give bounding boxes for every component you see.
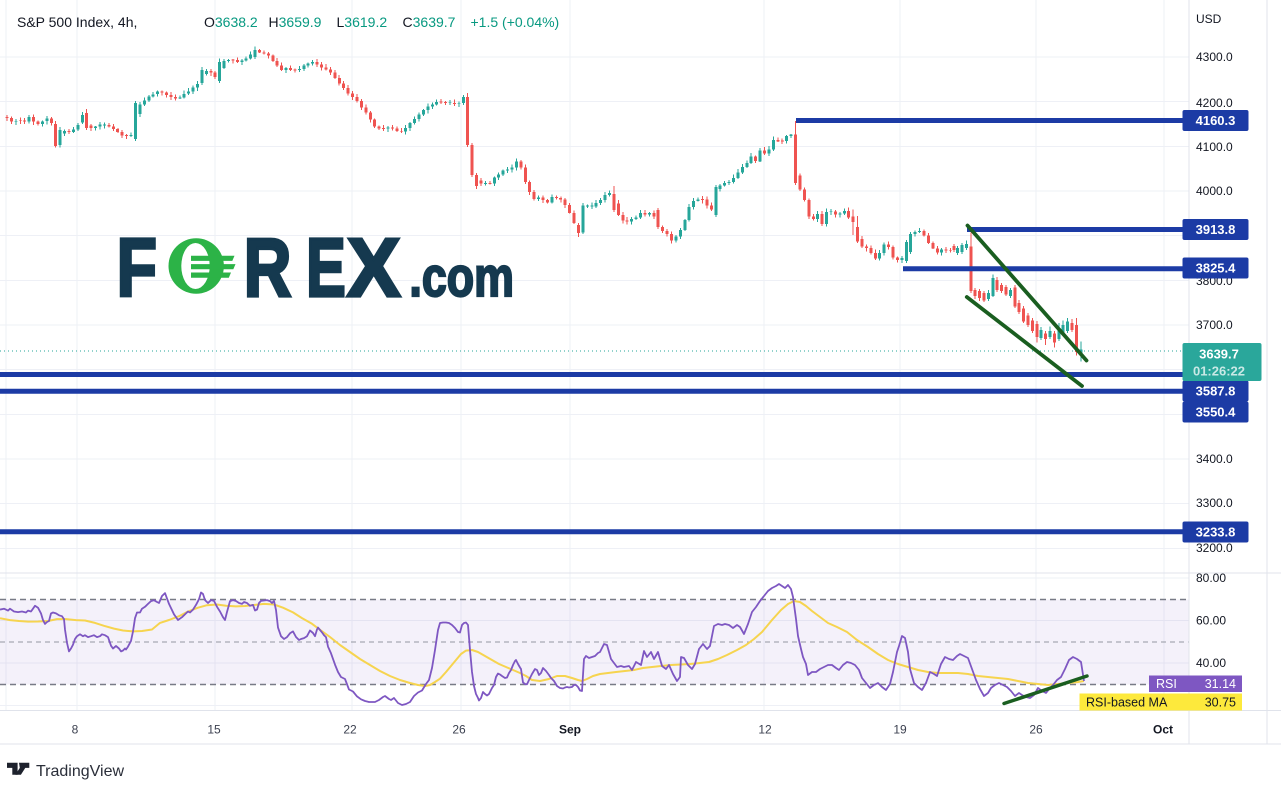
svg-text:TradingView: TradingView (36, 763, 124, 780)
svg-text:80.00: 80.00 (1196, 571, 1226, 585)
svg-text:3700.0: 3700.0 (1196, 318, 1233, 332)
svg-text:3825.4: 3825.4 (1196, 261, 1237, 276)
svg-text:3300.0: 3300.0 (1196, 496, 1233, 510)
svg-text:12: 12 (758, 723, 772, 737)
svg-text:26: 26 (1029, 723, 1043, 737)
svg-text:40.00: 40.00 (1196, 656, 1226, 670)
svg-text:3200.0: 3200.0 (1196, 541, 1233, 555)
svg-text:22: 22 (343, 723, 357, 737)
svg-text:19: 19 (893, 723, 907, 737)
svg-text:01:26:22: 01:26:22 (1193, 364, 1245, 379)
svg-text:Oct: Oct (1153, 723, 1173, 737)
svg-text:4300.0: 4300.0 (1196, 50, 1233, 64)
svg-text:3587.8: 3587.8 (1196, 384, 1236, 399)
svg-text:3400.0: 3400.0 (1196, 452, 1233, 466)
svg-text:30.75: 30.75 (1205, 696, 1236, 710)
svg-text:3639.7: 3639.7 (1199, 347, 1239, 362)
svg-text:X: X (347, 222, 400, 314)
svg-text:USD: USD (1196, 12, 1222, 26)
svg-text:4100.0: 4100.0 (1196, 140, 1233, 154)
svg-text:3913.8: 3913.8 (1196, 222, 1236, 237)
svg-text:E: E (306, 223, 346, 315)
svg-text:3550.4: 3550.4 (1196, 405, 1237, 420)
svg-text:26: 26 (452, 723, 466, 737)
svg-text:4200.0: 4200.0 (1196, 96, 1233, 110)
svg-text:4160.3: 4160.3 (1196, 113, 1236, 128)
svg-text:31.14: 31.14 (1205, 677, 1236, 691)
svg-text:60.00: 60.00 (1196, 614, 1226, 628)
svg-text:RSI: RSI (1156, 677, 1177, 691)
svg-text:S&P 500 Index, 4h,: S&P 500 Index, 4h, (17, 14, 137, 30)
svg-text:Sep: Sep (559, 723, 581, 737)
svg-text:4000.0: 4000.0 (1196, 184, 1233, 198)
svg-text:3233.8: 3233.8 (1196, 525, 1236, 540)
svg-text:15: 15 (207, 723, 221, 737)
svg-text:RSI-based MA: RSI-based MA (1086, 696, 1168, 710)
svg-text:.com: .com (409, 245, 514, 308)
svg-text:R: R (244, 221, 292, 314)
svg-text:8: 8 (72, 723, 79, 737)
svg-text:F: F (117, 221, 157, 314)
